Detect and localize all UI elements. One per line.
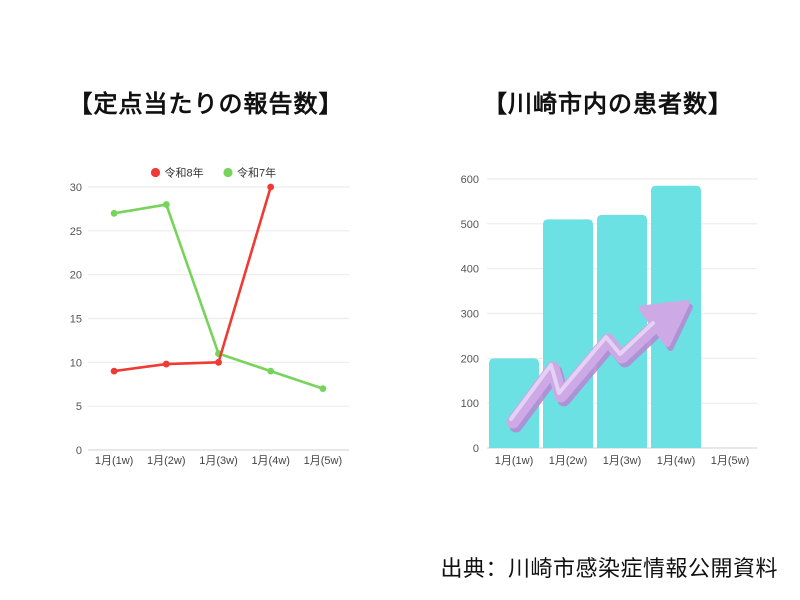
y-tick-label: 400 bbox=[461, 264, 479, 276]
x-tick-label: 1月(1w) bbox=[495, 455, 534, 467]
x-tick-label: 1月(5w) bbox=[711, 455, 750, 467]
trend-arrow-shaft bbox=[506, 319, 662, 429]
y-tick-label: 5 bbox=[76, 401, 82, 413]
y-tick-label: 0 bbox=[76, 445, 82, 457]
data-point-marker bbox=[162, 360, 170, 368]
y-tick-label: 100 bbox=[461, 398, 479, 410]
data-point-marker bbox=[215, 358, 222, 366]
x-tick-label: 1月(4w) bbox=[657, 455, 696, 467]
legend-label: 令和7年 bbox=[237, 166, 276, 180]
x-tick-label: 1月(3w) bbox=[199, 455, 238, 467]
bar bbox=[597, 214, 647, 448]
data-point-marker bbox=[319, 385, 327, 393]
trend-arrow-head bbox=[638, 300, 690, 347]
x-tick-label: 1月(1w) bbox=[95, 455, 134, 467]
legend-dot bbox=[223, 167, 233, 178]
left-chart-title: 【定点当たりの報告数】 bbox=[68, 91, 344, 118]
y-tick-label: 600 bbox=[461, 174, 479, 186]
data-point-marker bbox=[110, 367, 118, 375]
series-line bbox=[112, 185, 272, 373]
x-tick-label: 1月(5w) bbox=[304, 455, 343, 467]
y-tick-label: 200 bbox=[461, 353, 479, 365]
y-tick-label: 20 bbox=[70, 270, 82, 282]
x-tick-label: 1月(2w) bbox=[147, 455, 186, 467]
x-tick-label: 1月(2w) bbox=[549, 455, 588, 467]
patient-count-bar-chart: 0 100 200 300 400 500 600 1月(1w) 1月(2w) 1月(3w) 1月(… bbox=[461, 174, 757, 467]
y-tick-label: 10 bbox=[70, 357, 82, 369]
data-point-marker bbox=[162, 201, 170, 208]
legend-dot bbox=[150, 167, 161, 178]
x-tick-label: 1月(3w) bbox=[603, 455, 642, 467]
data-point-marker bbox=[110, 209, 118, 217]
weekly-reports-line-chart: 0 5 10 15 20 25 30 1月(1w) 1月(2w) 1月(3w) 1月(4w) 1月(5… bbox=[70, 166, 349, 467]
source-caption: 出典：川崎市感染症情報公開資料 bbox=[440, 556, 778, 581]
trend-arrow bbox=[506, 300, 693, 433]
bar bbox=[543, 219, 593, 448]
data-point-marker bbox=[267, 367, 275, 375]
series-令和8年 bbox=[110, 183, 275, 375]
y-tick-label: 0 bbox=[473, 443, 479, 455]
x-tick-label: 1月(4w) bbox=[251, 455, 290, 467]
y-tick-label: 500 bbox=[461, 219, 479, 231]
y-tick-label: 30 bbox=[70, 182, 82, 194]
y-tick-label: 25 bbox=[70, 226, 82, 238]
data-point-marker bbox=[267, 183, 275, 191]
legend-label: 令和8年 bbox=[165, 166, 204, 180]
y-tick-label: 15 bbox=[70, 314, 82, 326]
trend-arrow-highlight bbox=[509, 321, 655, 421]
right-chart-title: 【川崎市内の患者数】 bbox=[483, 91, 733, 118]
bar bbox=[489, 358, 539, 448]
y-tick-label: 300 bbox=[461, 309, 479, 321]
